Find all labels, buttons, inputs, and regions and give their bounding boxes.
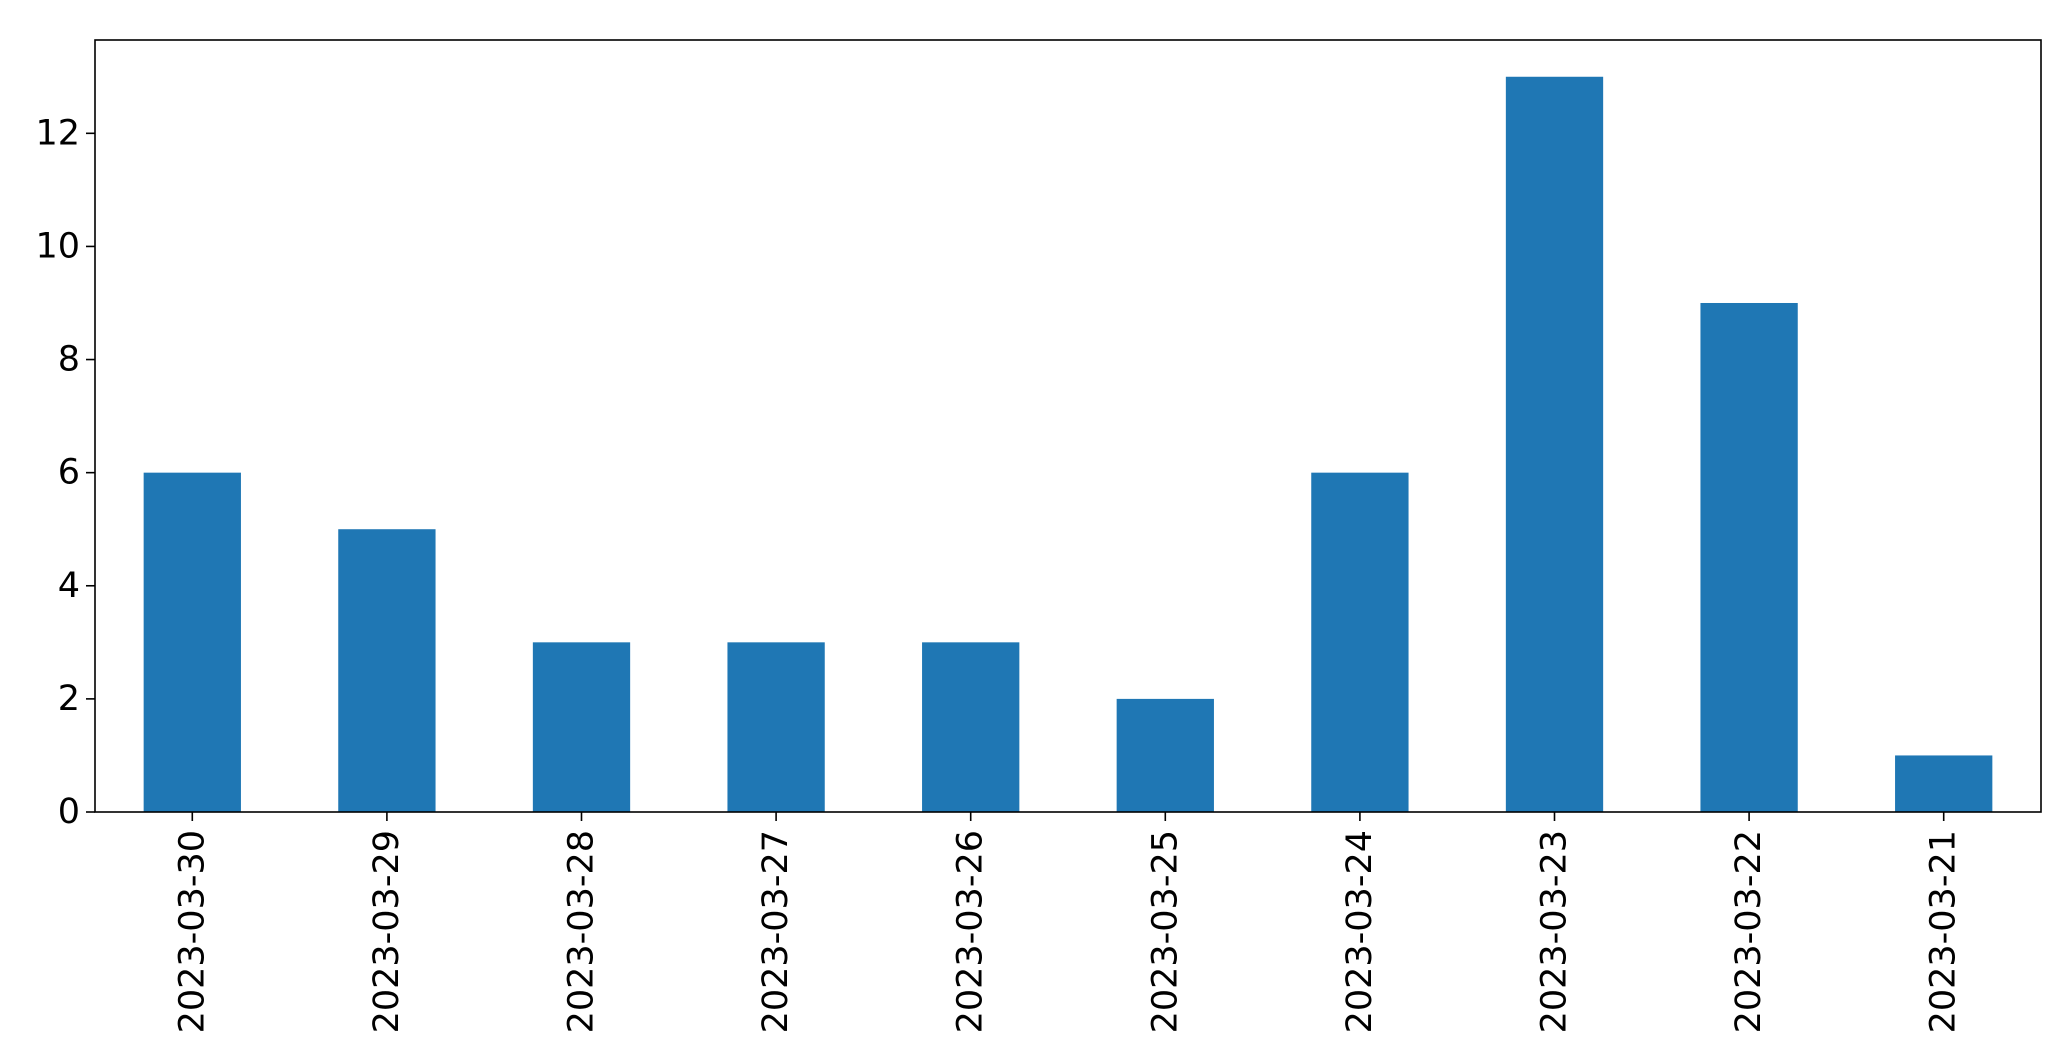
bar-2023-03-21 xyxy=(1895,755,1993,812)
bar-2023-03-27 xyxy=(727,642,825,812)
y-tick-label: 12 xyxy=(35,113,80,153)
bar-2023-03-24 xyxy=(1311,472,1409,812)
x-axis: 2023-03-30 2023-03-29 2023-03-28 2023-03-27… xyxy=(172,812,1964,1033)
x-tick-label: 2023-03-26 xyxy=(951,830,991,1033)
x-tick-label: 2023-03-21 xyxy=(1924,830,1964,1033)
bar-2023-03-25 xyxy=(1116,698,1214,812)
x-tick-label: 2023-03-23 xyxy=(1535,830,1575,1033)
bar-2023-03-22 xyxy=(1700,302,1798,812)
bars-layer xyxy=(143,76,1993,812)
y-axis: 0 2 4 6 8 10 12 xyxy=(35,113,95,832)
y-tick-label: 0 xyxy=(58,792,80,832)
x-tick-label: 2023-03-29 xyxy=(367,830,407,1033)
bar-2023-03-28 xyxy=(532,642,631,812)
bar-2023-03-23 xyxy=(1505,76,1604,812)
x-tick-label: 2023-03-25 xyxy=(1145,830,1185,1033)
y-tick-label: 8 xyxy=(58,340,80,380)
x-tick-label: 2023-03-22 xyxy=(1729,830,1769,1033)
y-tick-label: 4 xyxy=(58,566,80,606)
bar-2023-03-26 xyxy=(922,642,1020,812)
y-tick-label: 10 xyxy=(35,226,80,266)
bar-2023-03-29 xyxy=(338,529,436,812)
x-tick-label: 2023-03-30 xyxy=(172,830,212,1033)
plot-frame xyxy=(94,39,2042,813)
y-tick-label: 6 xyxy=(58,453,80,493)
x-tick-label: 2023-03-27 xyxy=(756,830,796,1033)
bar-2023-03-30 xyxy=(143,472,241,812)
y-tick-label: 2 xyxy=(58,679,80,719)
x-tick-label: 2023-03-24 xyxy=(1340,830,1380,1033)
x-tick-label: 2023-03-28 xyxy=(562,830,602,1033)
